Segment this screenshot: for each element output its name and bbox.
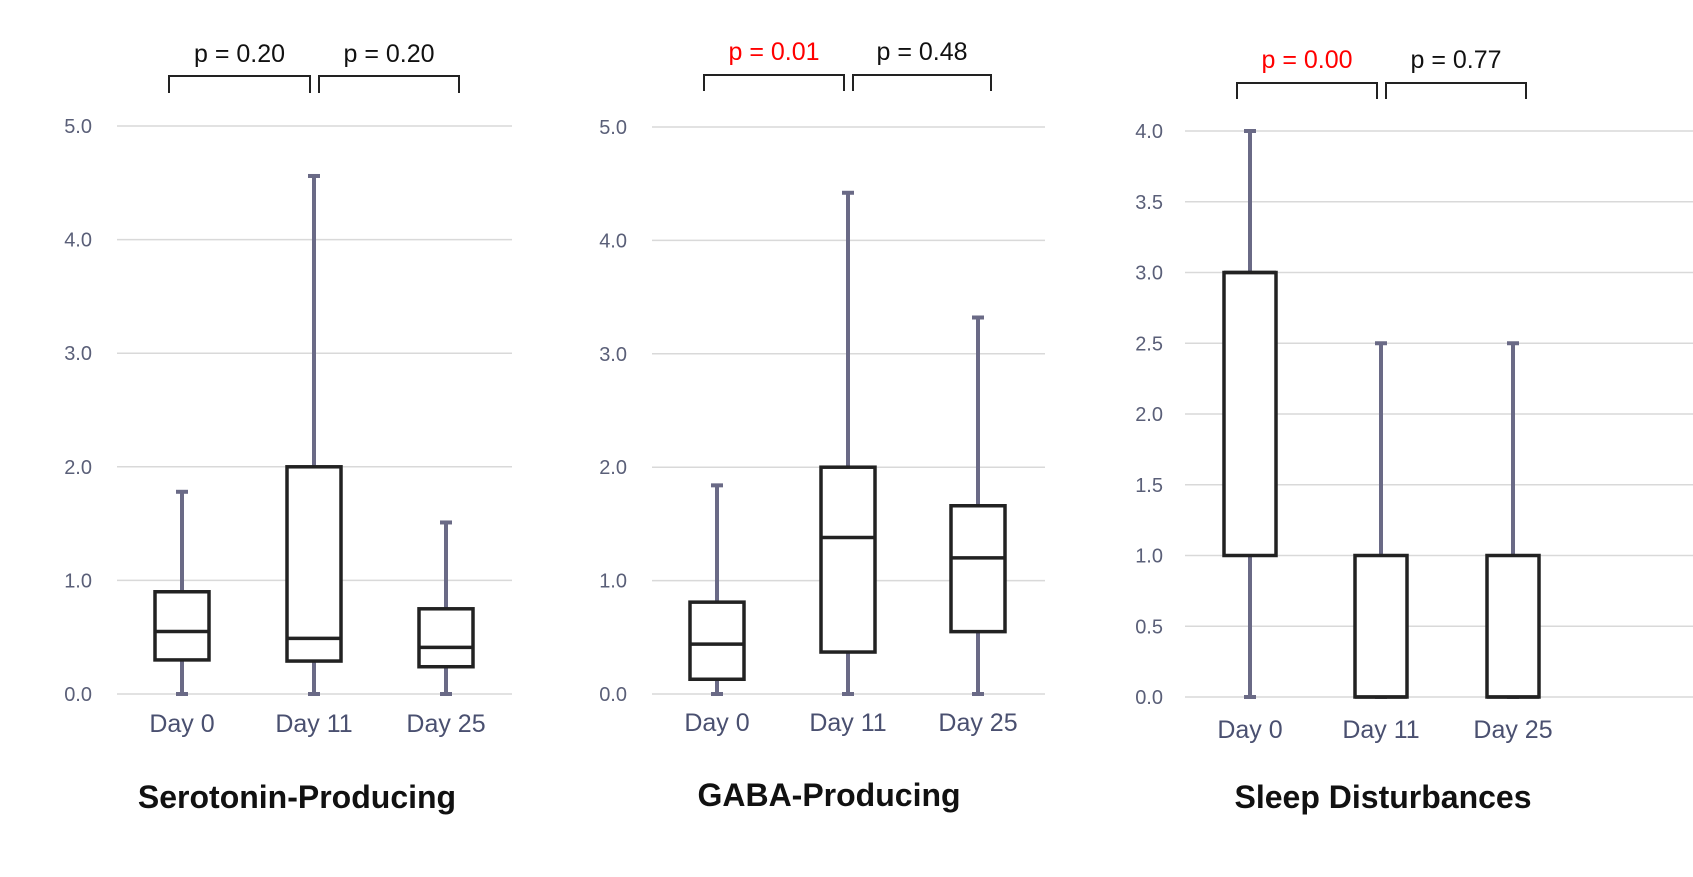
y-tick-label: 4.0 <box>599 230 627 252</box>
box-iqr <box>1353 553 1409 699</box>
box-iqr <box>949 504 1007 634</box>
p-value-label: p = 0.00 <box>1261 46 1352 74</box>
y-tick-label: 0.0 <box>599 684 627 706</box>
significance-bracket <box>703 74 845 91</box>
box-iqr <box>819 465 877 654</box>
y-tick-label: 4.0 <box>64 230 92 252</box>
y-tick-label: 5.0 <box>599 117 627 139</box>
p-value-label: p = 0.77 <box>1410 46 1501 74</box>
p-value-label: p = 0.01 <box>728 38 819 66</box>
x-tick-label: Day 11 <box>809 709 886 737</box>
significance-bracket <box>852 74 992 91</box>
box-iqr <box>285 465 343 663</box>
p-value-label: p = 0.48 <box>876 38 967 66</box>
x-tick-label: Day 25 <box>938 709 1017 737</box>
x-tick-label: Day 25 <box>406 710 485 738</box>
panel-2: 0.0 1.0 2.0 3.0 4.0 5.0 Day 0 Day 11 Day 25 p = 0… <box>599 38 1045 813</box>
x-tick-label: Day 11 <box>275 710 352 738</box>
panel-1: 0.0 1.0 2.0 3.0 4.0 5.0 Day 0 Day 11 Day 25 p = 0… <box>64 40 512 815</box>
y-tick-label: 1.5 <box>1135 475 1163 497</box>
x-tick-label: Day 11 <box>1342 716 1419 744</box>
panel-title: GABA-Producing <box>697 777 960 813</box>
y-tick-label: 4.0 <box>1135 121 1163 143</box>
y-tick-label: 3.5 <box>1135 192 1163 214</box>
box-iqr <box>688 600 746 682</box>
y-tick-label: 3.0 <box>1135 263 1163 285</box>
x-tick-label: Day 0 <box>684 709 749 737</box>
panel-3: 0.0 0.5 1.0 1.5 2.0 2.5 3.0 3.5 4.0 Day 0 Day 11 Da… <box>1135 46 1693 815</box>
y-tick-label: 0.0 <box>1135 687 1163 709</box>
y-tick-label: 1.0 <box>64 570 92 592</box>
y-tick-label: 2.0 <box>1135 404 1163 426</box>
y-tick-label: 1.0 <box>1135 546 1163 568</box>
box-iqr <box>1222 270 1278 558</box>
significance-bracket <box>168 75 311 93</box>
box-day-0 <box>688 483 746 696</box>
y-tick-label: 2.0 <box>64 457 92 479</box>
box-iqr <box>1485 553 1541 699</box>
y-tick-label: 3.0 <box>599 344 627 366</box>
x-tick-label: Day 0 <box>1217 716 1282 744</box>
box-iqr <box>153 590 211 662</box>
panel-title: Sleep Disturbances <box>1235 779 1532 815</box>
x-tick-label: Day 0 <box>149 710 214 738</box>
significance-bracket <box>1385 82 1527 99</box>
box-day-11 <box>285 173 343 696</box>
box-day-0 <box>1222 129 1278 699</box>
y-tick-label: 1.0 <box>599 571 627 593</box>
y-tick-label: 0.5 <box>1135 616 1163 638</box>
x-tick-label: Day 25 <box>1473 716 1552 744</box>
box-iqr <box>417 607 475 669</box>
panel-title: Serotonin-Producing <box>138 779 456 815</box>
box-day-25 <box>949 315 1007 696</box>
y-tick-label: 2.5 <box>1135 333 1163 355</box>
y-tick-label: 0.0 <box>64 684 92 706</box>
significance-bracket <box>1236 82 1378 99</box>
y-tick-label: 2.0 <box>599 457 627 479</box>
y-tick-label: 3.0 <box>64 343 92 365</box>
box-day-0 <box>153 489 211 696</box>
box-day-11 <box>819 190 877 696</box>
box-day-25 <box>417 520 475 696</box>
box-day-11 <box>1353 341 1409 699</box>
box-day-25 <box>1485 341 1541 699</box>
significance-bracket <box>318 75 460 93</box>
y-tick-label: 5.0 <box>64 116 92 138</box>
p-value-label: p = 0.20 <box>343 40 434 68</box>
p-value-label: p = 0.20 <box>194 40 285 68</box>
